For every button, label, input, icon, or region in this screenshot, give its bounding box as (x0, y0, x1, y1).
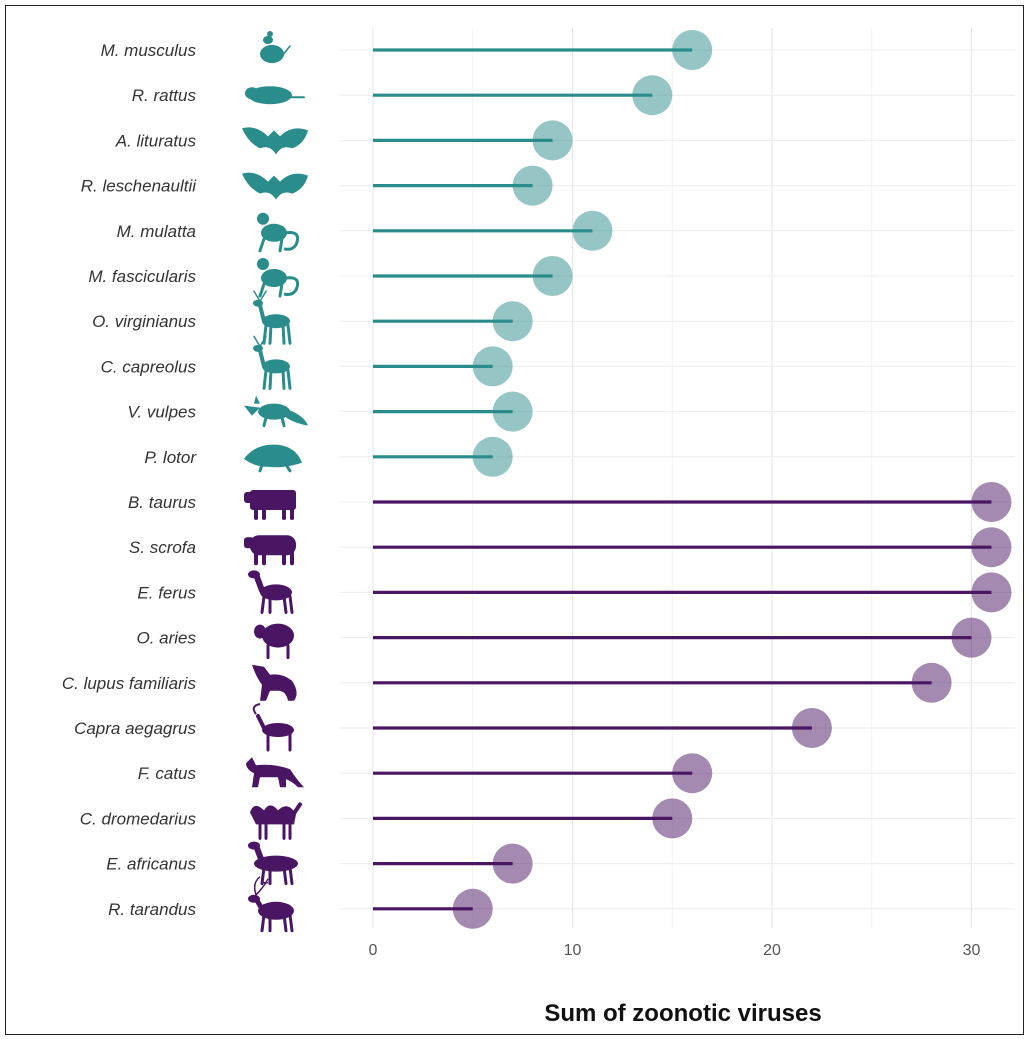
deer-icon (253, 290, 292, 345)
species-label: R. leschenaultii (81, 177, 198, 196)
lollipop-point (971, 572, 1012, 613)
lollipop-point (951, 617, 992, 658)
x-tick-label: 30 (963, 942, 981, 959)
pig-icon (244, 535, 296, 566)
label-layer: M. musculus R. rattus A. lituratus R. lesch… (62, 41, 197, 919)
tick-layer: 0 10 20 30 (369, 942, 981, 959)
bat-icon (242, 127, 308, 155)
raccoon-icon (244, 444, 302, 473)
icon-layer (242, 31, 308, 933)
deer-icon (253, 335, 292, 390)
lollipop-point (452, 888, 493, 929)
lollipop-point (632, 75, 673, 116)
cat-icon (246, 757, 304, 788)
species-label: M. musculus (101, 41, 197, 60)
lollipop-point (971, 482, 1012, 522)
lollipop-point (652, 798, 693, 839)
species-label: O. virginianus (92, 312, 196, 331)
species-label: V. vulpes (127, 403, 196, 422)
monkey-icon (257, 258, 300, 298)
species-label: Capra aegagrus (74, 719, 196, 738)
species-label: R. tarandus (108, 900, 196, 919)
species-label: B. taurus (128, 493, 197, 512)
cow-icon (244, 490, 296, 520)
sheep-icon (254, 623, 294, 660)
horse-icon (248, 570, 294, 614)
camel-icon (250, 802, 302, 840)
lollipop-point (492, 843, 533, 884)
fox-icon (244, 395, 308, 428)
x-tick-label: 20 (763, 942, 781, 959)
species-label: P. lotor (144, 448, 197, 467)
lollipop-point (572, 210, 613, 251)
reindeer-icon (248, 876, 294, 933)
x-tick-label: 10 (564, 942, 582, 959)
mark-layer (373, 30, 1012, 929)
x-axis-title: Sum of zoonotic viruses (544, 1000, 821, 1027)
lollipop-point (492, 301, 533, 342)
species-label: M. fascicularis (88, 267, 196, 286)
species-label: C. lupus familiaris (62, 674, 197, 693)
species-label: R. rattus (132, 86, 197, 105)
species-label: E. africanus (106, 855, 196, 874)
species-label: A. lituratus (115, 131, 197, 150)
dog-icon (252, 664, 297, 701)
rat-icon (245, 86, 305, 105)
donkey-icon (248, 841, 298, 886)
lollipop-point (472, 346, 513, 387)
goat-icon (252, 703, 294, 752)
lollipop-point (492, 391, 533, 432)
lollipop-point (512, 165, 553, 206)
species-label: C. capreolus (101, 357, 197, 376)
lollipop-point (472, 436, 513, 477)
species-label: C. dromedarius (80, 809, 197, 828)
lollipop-point (911, 662, 952, 703)
lollipop-point (971, 527, 1012, 568)
species-label: O. aries (136, 629, 196, 648)
x-tick-label: 0 (369, 942, 378, 959)
species-label: S. scrofa (129, 538, 196, 557)
lollipop-point (672, 753, 713, 794)
species-label: E. ferus (137, 583, 196, 602)
species-label: F. catus (138, 764, 197, 783)
lollipop-point (791, 708, 832, 748)
bat-icon (242, 172, 308, 200)
lollipop-point (672, 30, 713, 70)
lollipop-point (532, 256, 573, 296)
grid-layer (340, 28, 1015, 928)
lollipop-point (532, 120, 573, 161)
monkey-icon (257, 212, 300, 253)
mouse-icon (260, 31, 291, 63)
species-label: M. mulatta (117, 222, 196, 241)
